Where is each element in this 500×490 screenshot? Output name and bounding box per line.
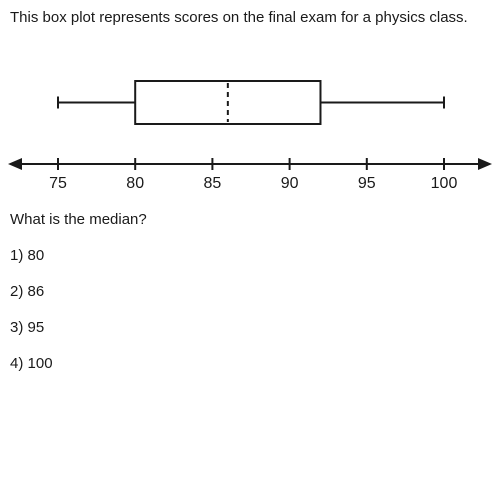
iqr-box <box>134 80 322 125</box>
tick-label: 85 <box>204 175 222 192</box>
axis-left-arrow <box>8 158 22 170</box>
choice-3[interactable]: 3) 95 <box>10 319 45 336</box>
choice-1[interactable]: 1) 80 <box>10 247 45 264</box>
tick-label: 95 <box>358 175 376 192</box>
choice-4[interactable]: 4) 100 <box>10 355 53 372</box>
answer-choices: 1) 80 2) 86 3) 95 4) 100 <box>10 247 53 391</box>
question-prompt: This box plot represents scores on the f… <box>10 9 468 26</box>
tick-label: 100 <box>431 175 458 192</box>
question-ask: What is the median? <box>10 211 147 228</box>
box-plot: 75 80 85 90 95 100 <box>8 80 492 192</box>
choice-2[interactable]: 2) 86 <box>10 283 45 300</box>
tick-label: 80 <box>126 175 144 192</box>
tick-label: 75 <box>49 175 67 192</box>
tick-label: 90 <box>281 175 299 192</box>
axis-right-arrow <box>478 158 492 170</box>
